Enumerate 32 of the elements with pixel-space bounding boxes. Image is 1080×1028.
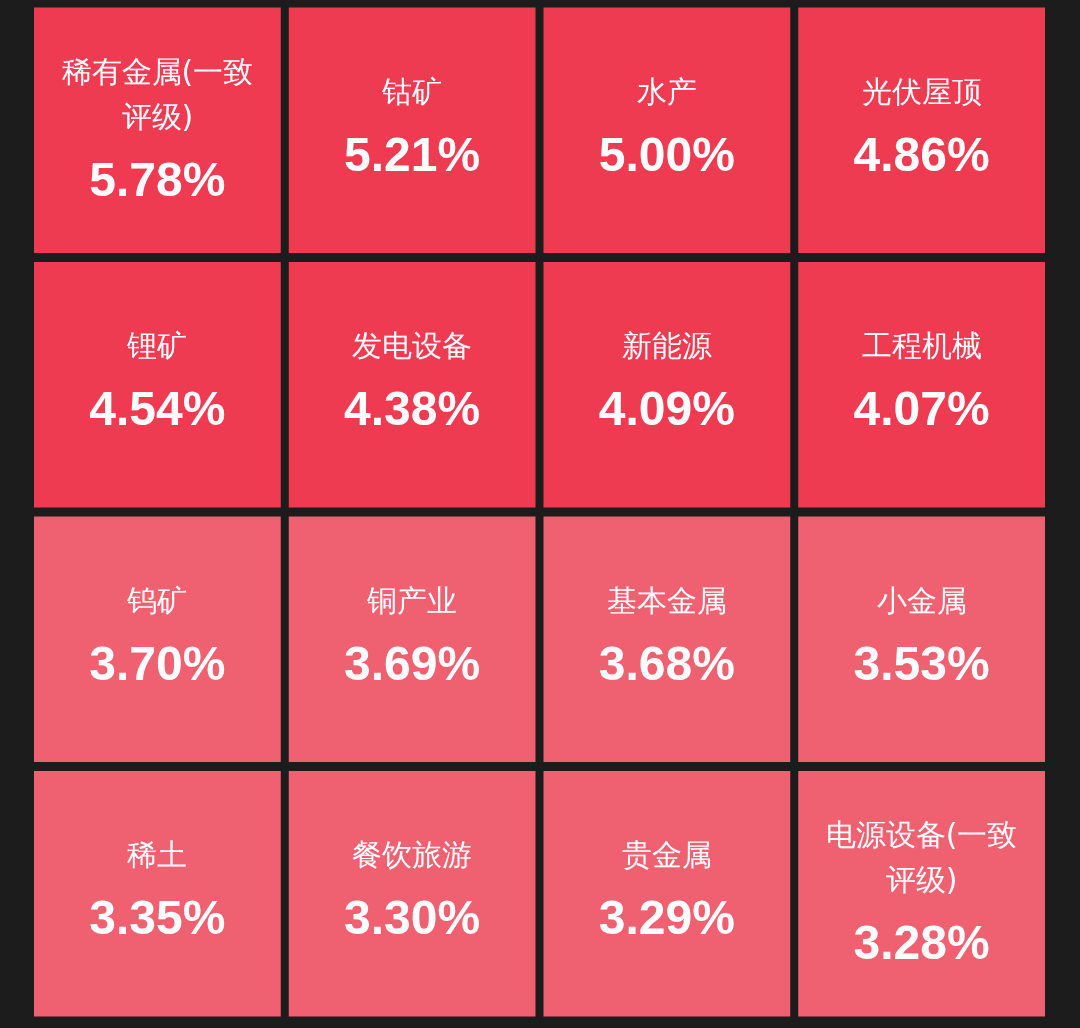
category-label: 餐饮旅游 bbox=[352, 837, 473, 873]
data-label: 5.00% bbox=[598, 127, 735, 181]
category-label: 钨矿 bbox=[126, 582, 188, 618]
category-label: 稀有金属(一致评级) bbox=[61, 53, 254, 134]
data-label: 3.35% bbox=[89, 891, 226, 945]
data-label: 3.70% bbox=[89, 636, 226, 690]
category-label: 基本金属 bbox=[606, 582, 727, 618]
data-label: 3.69% bbox=[344, 636, 481, 690]
category-label: 工程机械 bbox=[861, 328, 982, 364]
category-label: 发电设备 bbox=[352, 328, 473, 364]
category-label: 锂矿 bbox=[126, 328, 188, 364]
data-label: 3.28% bbox=[853, 916, 990, 970]
data-label: 5.21% bbox=[344, 127, 481, 181]
data-label: 4.54% bbox=[89, 382, 226, 436]
data-label: 4.09% bbox=[598, 382, 735, 436]
category-label: 水产 bbox=[636, 73, 697, 109]
category-label: 稀土 bbox=[127, 837, 188, 873]
data-label: 4.38% bbox=[344, 382, 481, 436]
data-label: 3.30% bbox=[344, 891, 481, 945]
category-label: 新能源 bbox=[621, 328, 712, 364]
category-label: 电源设备(一致评级) bbox=[825, 817, 1018, 898]
data-label: 3.53% bbox=[853, 636, 990, 690]
data-label: 3.68% bbox=[598, 636, 735, 690]
category-label: 贵金属 bbox=[621, 837, 712, 873]
data-label: 3.29% bbox=[598, 891, 735, 945]
data-label: 4.07% bbox=[853, 382, 990, 436]
category-label: 铜产业 bbox=[366, 582, 458, 618]
data-label: 5.78% bbox=[89, 152, 226, 206]
category-label: 钴矿 bbox=[381, 73, 443, 109]
category-label: 小金属 bbox=[876, 582, 967, 618]
data-label: 4.86% bbox=[853, 127, 990, 181]
category-label: 光伏屋顶 bbox=[861, 73, 982, 109]
